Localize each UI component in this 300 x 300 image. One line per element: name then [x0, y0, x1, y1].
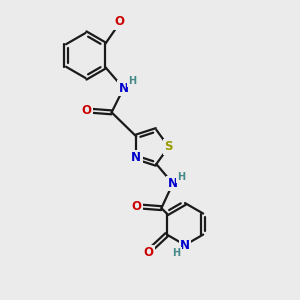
- Text: O: O: [131, 200, 142, 213]
- Text: O: O: [144, 246, 154, 259]
- Text: H: H: [177, 172, 185, 182]
- Text: H: H: [128, 76, 136, 86]
- Text: N: N: [180, 238, 190, 251]
- Text: S: S: [164, 140, 173, 153]
- Text: O: O: [82, 104, 92, 117]
- Text: H: H: [172, 248, 181, 258]
- Text: O: O: [114, 15, 124, 28]
- Text: N: N: [118, 82, 129, 95]
- Text: N: N: [168, 177, 178, 190]
- Text: N: N: [131, 151, 141, 164]
